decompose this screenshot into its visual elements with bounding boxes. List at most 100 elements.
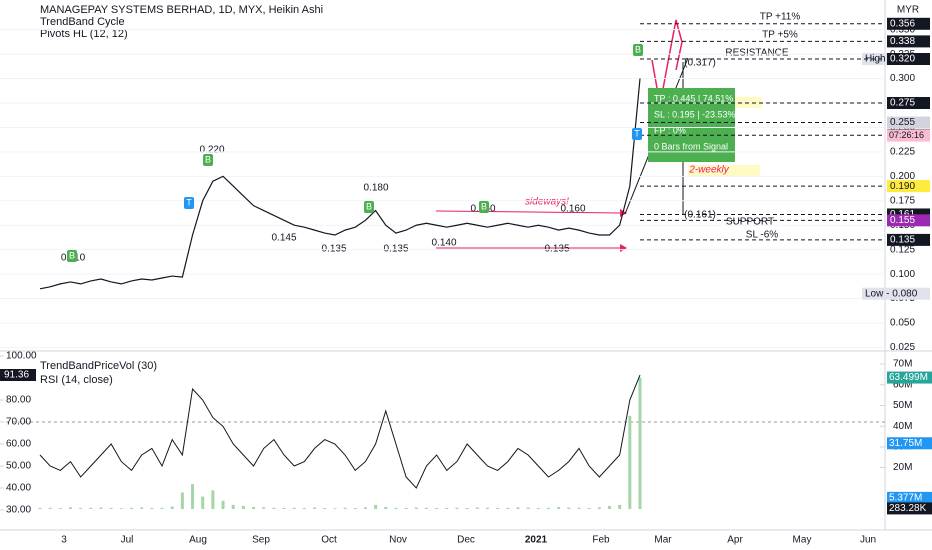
volume-bar xyxy=(231,504,235,509)
rsi-tick-label: 80.00 xyxy=(6,395,31,406)
volume-bar xyxy=(150,507,154,509)
price-tag xyxy=(887,52,930,65)
volume-bar xyxy=(343,507,347,509)
volume-bar xyxy=(58,508,62,509)
volume-bar xyxy=(465,507,469,509)
time-label: Sep xyxy=(252,535,270,546)
level-label: RESISTANCE xyxy=(725,48,788,59)
volume-bar xyxy=(353,507,357,509)
volume-bar xyxy=(567,507,571,509)
time-label: Nov xyxy=(389,535,407,546)
volume-tag xyxy=(887,491,932,504)
price-tag xyxy=(887,35,930,48)
indicator-label: TrendBandPriceVol (30) xyxy=(40,360,157,372)
volume-bar xyxy=(485,507,489,509)
time-label: Oct xyxy=(321,535,337,546)
volume-bar xyxy=(618,504,622,509)
volume-bar xyxy=(475,507,479,509)
price-tick-label: 0.350 xyxy=(890,24,915,35)
signal-marker xyxy=(203,154,213,166)
signal-marker xyxy=(632,128,642,140)
price-tag-label: 0.155 xyxy=(890,215,915,226)
volume-bar xyxy=(435,507,439,509)
volume-bar xyxy=(424,507,428,509)
volume-bar xyxy=(557,506,561,509)
price-tick-label: 0.050 xyxy=(890,318,915,329)
volume-bar xyxy=(404,507,408,509)
level-label: (0.317) xyxy=(684,58,716,69)
time-label: Dec xyxy=(457,535,475,546)
signal-letter: B xyxy=(481,201,487,211)
pivot-label: 0.145 xyxy=(271,233,296,244)
countdown: 07:26:16 xyxy=(889,130,924,140)
volume-bar xyxy=(445,507,449,509)
time-label: Jun xyxy=(860,535,876,546)
time-label: Apr xyxy=(727,535,743,546)
rsi-tick-label: 100.00 xyxy=(6,351,37,362)
price-tag xyxy=(862,287,930,300)
pivot-label: 0.180 xyxy=(363,183,388,194)
currency: MYR xyxy=(897,5,919,16)
volume-bar xyxy=(313,507,317,509)
time-label: Aug xyxy=(189,535,207,546)
price-tick-label: 0.125 xyxy=(890,244,915,255)
price-tag xyxy=(887,97,930,109)
rsi-tag-label: 91.36 xyxy=(4,370,29,381)
pivot-label: 0.220 xyxy=(199,145,224,156)
volume-bar xyxy=(374,504,378,509)
rsi-tag xyxy=(0,369,36,382)
volume-bar xyxy=(607,505,611,509)
volume-bar xyxy=(89,507,93,509)
volume-tag-label: 283.28K xyxy=(889,503,927,514)
volume-tick-label: 70M xyxy=(893,359,912,370)
rsi-tick-label: 40.00 xyxy=(6,483,31,494)
volume-bar xyxy=(140,507,144,509)
price-tag-label: 0.255 xyxy=(890,117,915,128)
volume-tag xyxy=(887,371,932,384)
highlight xyxy=(688,165,760,176)
level-label: SUPPORT xyxy=(726,217,774,228)
rsi-line xyxy=(39,374,641,489)
volume-bar xyxy=(414,507,418,509)
volume-bar xyxy=(363,507,367,509)
indicator-label: Pivots HL (12, 12) xyxy=(40,28,128,40)
price-tick-label: 0.200 xyxy=(890,171,915,182)
price-tick-label: 0.025 xyxy=(890,342,915,353)
level-label: TP +5% xyxy=(762,30,798,41)
signal-letter: T xyxy=(186,197,192,207)
volume-bar xyxy=(48,507,52,509)
volume-bar xyxy=(69,507,73,509)
volume-bar xyxy=(180,492,184,509)
volume-tag-label: 31.75M xyxy=(889,438,922,449)
arrow xyxy=(435,210,621,214)
volume-bar xyxy=(160,507,164,509)
volume-tick-label: 60M xyxy=(893,379,912,390)
time-label: Mar xyxy=(654,535,672,546)
pivot-label: 0.140 xyxy=(431,238,456,249)
volume-bar xyxy=(252,506,256,509)
volume-bar xyxy=(201,496,205,509)
price-line xyxy=(39,78,641,290)
volume-bar xyxy=(384,506,388,509)
volume-bar xyxy=(119,508,123,509)
price-tick-label: 0.300 xyxy=(890,73,915,84)
price-tick-label: 0.225 xyxy=(890,147,915,158)
volume-bar xyxy=(79,507,83,509)
volume-bar xyxy=(516,507,520,509)
countdown-tag xyxy=(887,129,930,142)
signal-box xyxy=(648,88,735,162)
volume-bar xyxy=(211,490,215,509)
volume-bar xyxy=(170,506,174,509)
price-tag-label: 0.135 xyxy=(890,235,915,246)
rsi-tick-label: 70.00 xyxy=(6,417,31,428)
volume-bar xyxy=(109,507,113,509)
price-tag-label: 0.320 xyxy=(890,54,915,65)
volume-bar xyxy=(241,505,245,509)
volume-bar xyxy=(333,508,337,509)
volume-bar xyxy=(526,507,530,509)
volume-bar xyxy=(628,415,632,509)
volume-tick-label: 20M xyxy=(893,462,912,473)
signal-letter: B xyxy=(635,44,641,54)
signal-marker xyxy=(364,201,374,213)
